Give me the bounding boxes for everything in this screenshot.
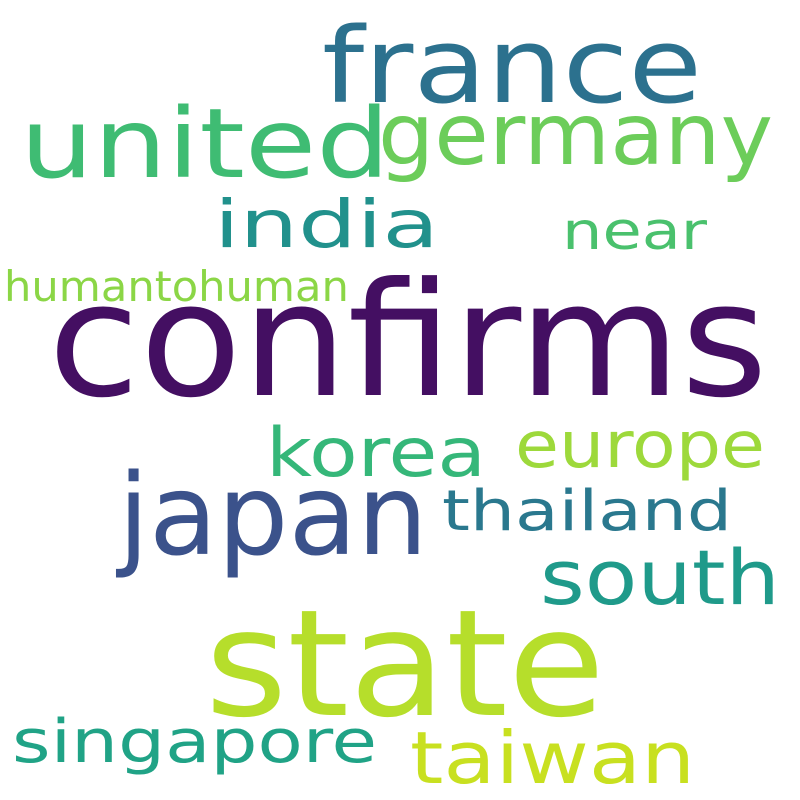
word-humantohuman: humantohuman xyxy=(4,262,349,311)
word-singapore: singapore xyxy=(12,707,378,777)
word-korea: korea xyxy=(266,414,487,493)
word-near: near xyxy=(562,202,708,262)
word-france: france xyxy=(322,5,703,127)
word-germany: germany xyxy=(378,85,774,185)
word-europe: europe xyxy=(515,409,765,483)
word-japan: japan xyxy=(118,451,428,581)
word-south: south xyxy=(540,533,781,622)
word-taiwan: taiwan xyxy=(410,716,696,800)
word-confirms: confirms xyxy=(48,249,768,433)
word-india: india xyxy=(214,186,440,263)
word-state: state xyxy=(205,578,606,750)
word-thailand: thailand xyxy=(442,479,733,544)
word-united: united xyxy=(20,88,390,200)
